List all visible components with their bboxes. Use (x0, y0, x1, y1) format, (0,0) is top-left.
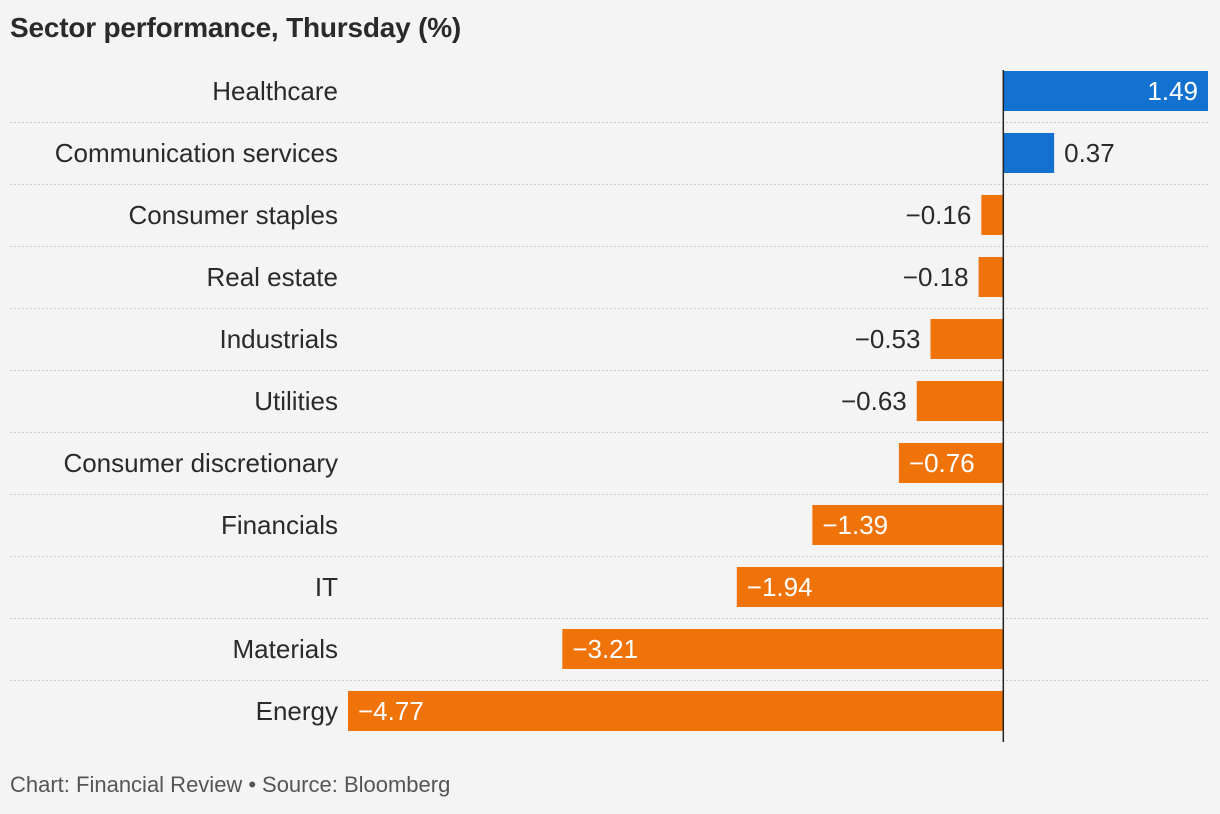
value-label: −1.39 (822, 510, 888, 540)
value-label: −0.76 (909, 448, 975, 478)
bar (916, 381, 1004, 421)
category-label: Healthcare (212, 76, 338, 106)
bar (736, 567, 1004, 607)
bar (562, 629, 1004, 669)
value-label: −3.21 (572, 634, 638, 664)
bar (978, 257, 1004, 297)
bar (812, 505, 1004, 545)
chart-title: Sector performance, Thursday (%) (10, 12, 462, 43)
category-label: IT (315, 572, 338, 602)
category-label: Consumer discretionary (63, 448, 338, 478)
value-label: −0.18 (903, 262, 969, 292)
footer-separator: • (248, 772, 257, 797)
value-label: −0.63 (841, 386, 907, 416)
category-label: Consumer staples (128, 200, 338, 230)
bar (348, 691, 1004, 731)
value-label: −1.94 (747, 572, 813, 602)
chart-credit: Chart: Financial Review (10, 772, 243, 797)
bar (1003, 71, 1208, 111)
source-credit: Source: Bloomberg (262, 772, 451, 797)
category-label: Communication services (55, 138, 338, 168)
value-label: 0.37 (1064, 138, 1115, 168)
bar (981, 195, 1004, 235)
category-label: Financials (221, 510, 338, 540)
category-label: Energy (256, 696, 338, 726)
chart-footer: Chart: Financial Review • Source: Bloomber… (10, 772, 450, 798)
bar (930, 319, 1004, 359)
value-label: −0.53 (855, 324, 921, 354)
category-label: Industrials (220, 324, 339, 354)
category-label: Utilities (254, 386, 338, 416)
category-label: Real estate (206, 262, 338, 292)
category-label: Materials (233, 634, 338, 664)
value-label: −4.77 (358, 696, 424, 726)
value-label: −0.16 (906, 200, 972, 230)
value-label: 1.49 (1147, 76, 1198, 106)
bar (1003, 133, 1055, 173)
bar (898, 443, 1004, 483)
